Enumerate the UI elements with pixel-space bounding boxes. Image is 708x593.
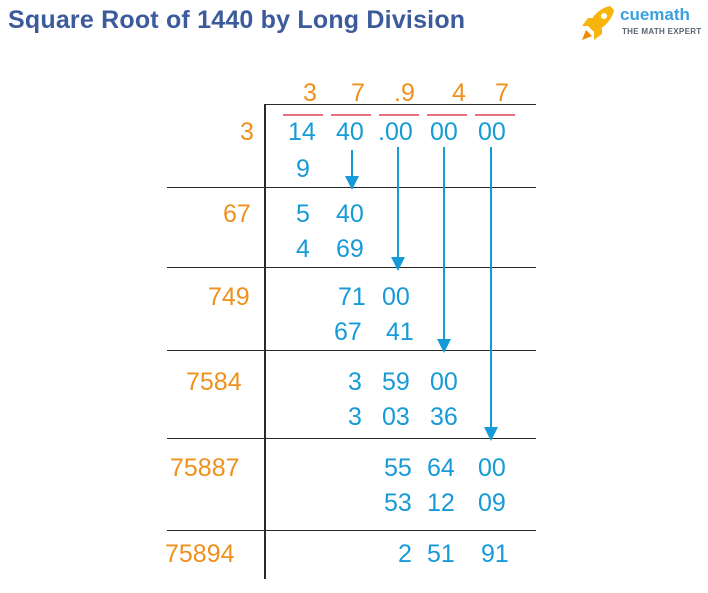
subtrahend: 41 [386,318,414,346]
rocket-icon [582,6,614,40]
divisor: 75887 [170,454,240,482]
subtrahend: 36 [430,403,458,431]
remainder: 59 [382,368,410,396]
digit-pair-bar [283,114,323,116]
subtrahend: 03 [382,403,410,431]
remainder: 71 [338,283,366,311]
subtrahend: 09 [478,489,506,517]
quotient-digit: 7 [495,79,509,107]
logo-tagline: THE MATH EXPERT [622,27,702,36]
dividend-group: .00 [378,118,413,146]
step-divider [167,350,536,351]
remainder: 55 [384,454,412,482]
digit-pair-bar [427,114,467,116]
dividend-group: 40 [336,118,364,146]
divisor: 67 [223,200,251,228]
subtrahend: 67 [334,318,362,346]
quotient-digit: 4 [452,79,466,107]
digit-pair-bar [331,114,371,116]
quotient-digit: .9 [394,79,415,107]
remainder: 00 [430,368,458,396]
subtrahend: 9 [296,155,310,183]
remainder: 64 [427,454,455,482]
divisor: 7584 [186,368,242,396]
division-vertical-line [264,105,266,579]
digit-pair-bar [475,114,515,116]
step-divider [167,438,536,439]
remainder: 3 [348,368,362,396]
remainder: 00 [478,454,506,482]
dividend-group: 14 [288,118,316,146]
dividend-group: 00 [478,118,506,146]
final-remainder: 91 [481,540,509,568]
remainder: 5 [296,200,310,228]
subtrahend: 12 [427,489,455,517]
remainder: 00 [382,283,410,311]
page-title: Square Root of 1440 by Long Division [8,6,466,34]
dividend-group: 00 [430,118,458,146]
subtrahend: 3 [348,403,362,431]
divisor: 3 [240,118,254,146]
digit-pair-bar [379,114,419,116]
quotient-digit: 3 [303,79,317,107]
remainder: 40 [336,200,364,228]
quotient-digit: 7 [351,79,365,107]
divisor: 75894 [165,540,235,568]
step-divider [167,267,536,268]
divisor: 749 [208,283,250,311]
division-top-line [264,104,536,105]
subtrahend: 4 [296,235,310,263]
final-remainder: 2 [398,540,412,568]
final-remainder: 51 [427,540,455,568]
logo-name: cuemath [620,5,690,24]
subtrahend: 69 [336,235,364,263]
subtrahend: 53 [384,489,412,517]
step-divider [167,530,536,531]
cuemath-logo: cuemath THE MATH EXPERT [580,4,706,44]
